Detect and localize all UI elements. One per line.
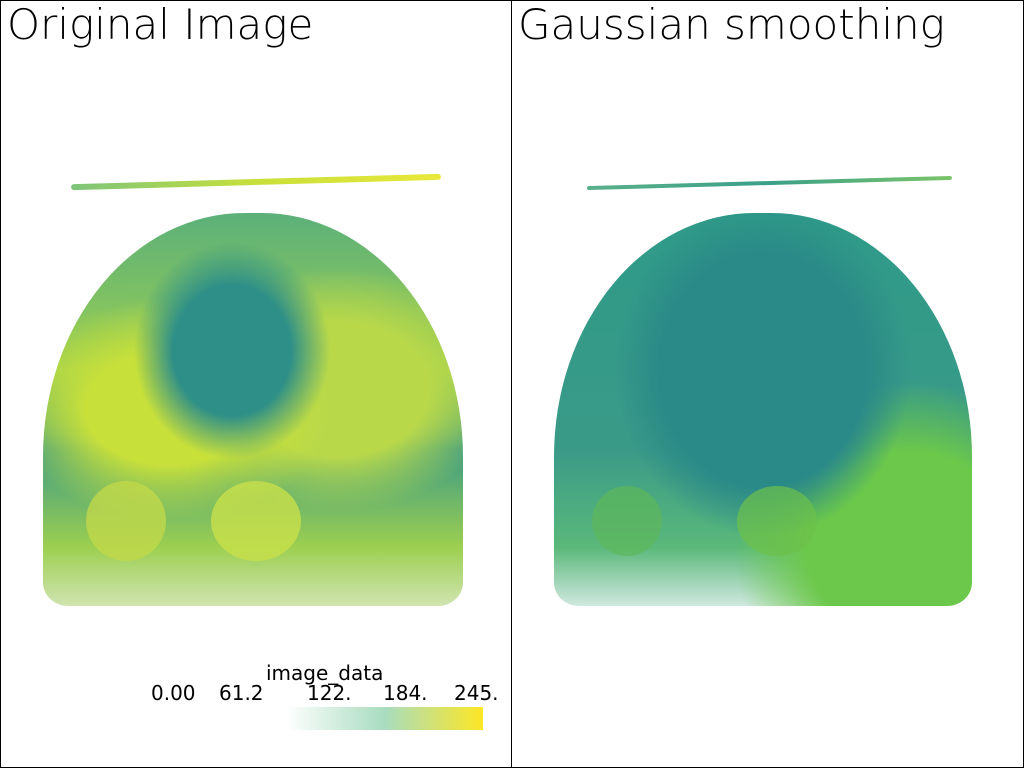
- scalar-bar-tick: 61.2: [219, 681, 264, 705]
- gaussian-smoothing-title: Gaussian smoothing: [518, 0, 945, 49]
- scalar-bar-title: image_data: [266, 661, 384, 685]
- volume-bar-structure: [70, 173, 442, 191]
- scalar-bar-tick: 184.: [383, 681, 428, 705]
- original-image-title: Original Image: [7, 0, 314, 49]
- scalar-bar-tick: 245.: [454, 681, 499, 705]
- original-image-view[interactable]: Original Image image_data 0.00 61.2 122.…: [0, 0, 512, 768]
- eye-socket-left: [86, 481, 166, 561]
- scalar-bar-tick: 0.00: [151, 681, 196, 705]
- scalar-bar-colormap: [286, 707, 483, 730]
- eye-socket-left: [592, 486, 662, 556]
- volume-bar-structure: [587, 175, 952, 191]
- eye-socket-right: [211, 481, 301, 561]
- scalar-bar-tick: 122.: [307, 681, 352, 705]
- gaussian-smoothing-view[interactable]: Gaussian smoothing: [511, 0, 1024, 768]
- eye-socket-right: [737, 486, 817, 556]
